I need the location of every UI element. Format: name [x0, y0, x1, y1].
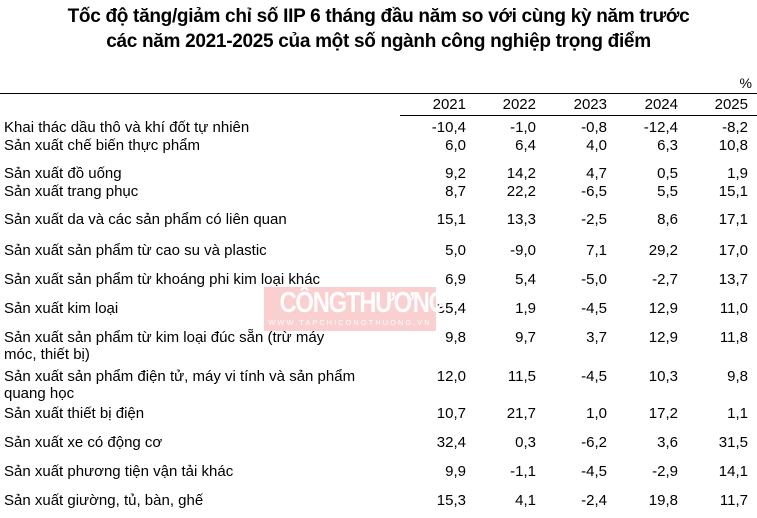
cell-2025: 1,9 — [727, 165, 748, 182]
column-header-2024: 2024 — [644, 96, 678, 113]
cell-2021: 6,9 — [445, 271, 466, 288]
cell-2025: 11,7 — [719, 492, 748, 509]
cell-2024: 5,5 — [657, 183, 678, 200]
cell-2025: 17,1 — [718, 211, 748, 228]
cell-2021: -10,4 — [431, 119, 466, 136]
cell-2025: 15,1 — [718, 183, 748, 200]
cell-2024: 8,6 — [657, 211, 678, 228]
cell-2023: -4,5 — [581, 368, 607, 385]
cell-2023: 3,7 — [586, 329, 607, 346]
cell-2021: 35,4 — [436, 300, 466, 317]
cell-2021: 15,3 — [436, 492, 466, 509]
cell-2025: 11,8 — [719, 329, 748, 346]
cell-2025: 14,1 — [718, 463, 748, 480]
row-label: Sản xuất sản phẩm từ cao su và plastic — [4, 242, 267, 259]
cell-2025: 11,0 — [719, 300, 748, 317]
row-label: Sản xuất kim loại — [4, 300, 119, 317]
cell-2025: -8,2 — [722, 119, 748, 136]
cell-2022: 13,3 — [506, 211, 536, 228]
row-label: Sản xuất thiết bị điện — [4, 405, 145, 422]
cell-2024: 12,9 — [648, 329, 678, 346]
row-label: Sản xuất trang phục — [4, 183, 139, 200]
page-title: Tốc độ tăng/giảm chỉ số IIP 6 tháng đầu … — [0, 4, 757, 54]
cell-2024: 3,6 — [657, 434, 678, 451]
cell-2024: 17,2 — [648, 405, 678, 422]
cell-2022: 6,4 — [515, 137, 536, 154]
cell-2025: 17,0 — [718, 242, 748, 259]
cell-2022: 14,2 — [506, 165, 536, 182]
cell-2021: 8,7 — [445, 183, 466, 200]
cell-2024: 29,2 — [648, 242, 678, 259]
cell-2023: -4,5 — [581, 463, 607, 480]
cell-2024: -2,7 — [652, 271, 678, 288]
title-line-2: các năm 2021-2025 của một số ngành công … — [106, 31, 651, 52]
cell-2023: -0,8 — [581, 119, 607, 136]
cell-2023: -6,5 — [581, 183, 607, 200]
cell-2024: 0,5 — [657, 165, 678, 182]
cell-2022: 0,3 — [515, 434, 536, 451]
cell-2022: -1,0 — [510, 119, 536, 136]
row-label: Sản xuất giường, tủ, bàn, ghế — [4, 492, 204, 509]
cell-2021: 15,1 — [436, 211, 466, 228]
cell-2023: -5,0 — [581, 271, 607, 288]
cell-2022: 21,7 — [506, 405, 536, 422]
cell-2023: -6,2 — [581, 434, 607, 451]
cell-2021: 5,0 — [445, 242, 466, 259]
column-header-2022: 2022 — [502, 96, 536, 113]
cell-2022: -9,0 — [510, 242, 536, 259]
row-label: Sản xuất sản phẩm điện tử, máy vi tính v… — [4, 368, 356, 385]
cell-2022: 5,4 — [515, 271, 536, 288]
header-rule — [400, 115, 757, 116]
cell-2023: 4,7 — [586, 165, 607, 182]
cell-2024: -2,9 — [652, 463, 678, 480]
cell-2025: 13,7 — [718, 271, 748, 288]
cell-2022: 22,2 — [506, 183, 536, 200]
cell-2025: 10,8 — [718, 137, 748, 154]
unit-label: % — [739, 75, 752, 91]
column-header-2023: 2023 — [573, 96, 607, 113]
row-label: Sản xuất chế biến thực phẩm — [4, 137, 200, 154]
cell-2021: 9,8 — [445, 329, 466, 346]
row-label-continuation: móc, thiết bị) — [4, 346, 90, 363]
row-label-continuation: quang học — [4, 385, 75, 402]
cell-2024: 10,3 — [648, 368, 678, 385]
row-label: Sản xuất sản phẩm từ khoáng phi kim loại… — [4, 271, 321, 288]
row-label: Khai thác dầu thô và khí đốt tự nhiên — [4, 119, 250, 136]
cell-2021: 6,0 — [445, 137, 466, 154]
row-label: Sản xuất xe có động cơ — [4, 434, 163, 451]
cell-2023: -2,5 — [581, 211, 607, 228]
cell-2024: 6,3 — [657, 137, 678, 154]
column-header-2025: 2025 — [714, 96, 748, 113]
table-top-rule — [0, 93, 757, 94]
cell-2024: -12,4 — [643, 119, 678, 136]
cell-2022: 4,1 — [515, 492, 536, 509]
cell-2021: 9,9 — [445, 463, 466, 480]
watermark-url: WWW.TAPCHICONGTHUONG.VN — [268, 318, 432, 327]
row-label: Sản xuất sản phẩm từ kim loại đúc sẵn (t… — [4, 329, 325, 346]
cell-2022: -1,1 — [510, 463, 536, 480]
cell-2021: 12,0 — [436, 368, 466, 385]
row-label: Sản xuất da và các sản phẩm có liên quan — [4, 211, 287, 228]
cell-2021: 10,7 — [436, 405, 466, 422]
cell-2023: 7,1 — [586, 242, 607, 259]
cell-2023: -2,4 — [581, 492, 607, 509]
cell-2021: 32,4 — [436, 434, 466, 451]
cell-2023: 1,0 — [586, 405, 607, 422]
cell-2023: -4,5 — [581, 300, 607, 317]
row-label: Sản xuất đồ uống — [4, 165, 122, 182]
cell-2021: 9,2 — [445, 165, 466, 182]
cell-2025: 9,8 — [727, 368, 748, 385]
cell-2022: 11,5 — [507, 368, 536, 385]
row-label: Sản xuất phương tiện vận tải khác — [4, 463, 234, 480]
cell-2024: 19,8 — [648, 492, 678, 509]
cell-2025: 31,5 — [718, 434, 748, 451]
cell-2025: 1,1 — [727, 405, 748, 422]
title-line-1: Tốc độ tăng/giảm chỉ số IIP 6 tháng đầu … — [67, 6, 690, 27]
cell-2024: 12,9 — [648, 300, 678, 317]
cell-2022: 1,9 — [515, 300, 536, 317]
cell-2023: 4,0 — [586, 137, 607, 154]
column-header-2021: 2021 — [432, 96, 466, 113]
cell-2022: 9,7 — [515, 329, 536, 346]
